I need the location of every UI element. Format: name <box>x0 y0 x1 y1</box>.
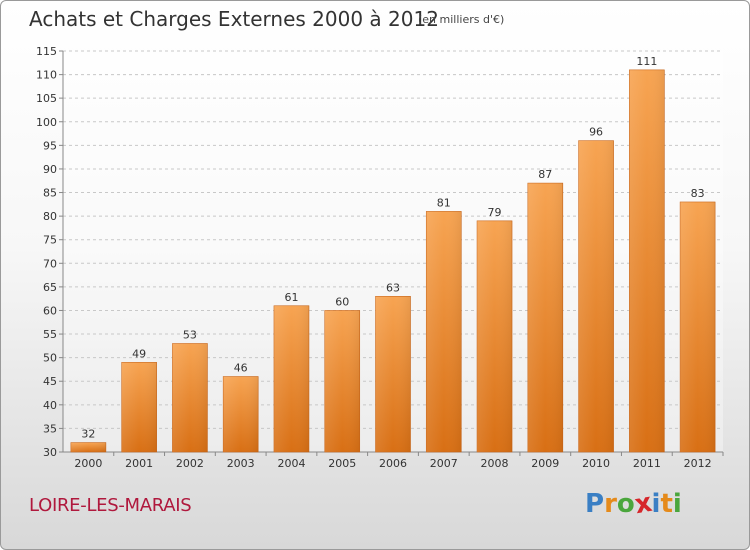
y-tick-label: 40 <box>43 399 57 412</box>
x-tick-label: 2000 <box>74 457 102 470</box>
bar-shine <box>680 201 716 452</box>
logo-letter: P <box>585 489 605 519</box>
x-tick-label: 2004 <box>277 457 305 470</box>
bar-shine <box>527 183 563 452</box>
x-tick-label: 2011 <box>633 457 661 470</box>
bar-value-label: 60 <box>335 295 349 308</box>
y-tick-label: 105 <box>36 92 57 105</box>
bar-shine <box>70 442 106 452</box>
bar-value-label: 81 <box>437 196 451 209</box>
y-tick-label: 95 <box>43 139 57 152</box>
bar-shine <box>578 140 614 452</box>
y-tick-label: 115 <box>36 45 57 58</box>
y-tick-label: 45 <box>43 375 57 388</box>
y-tick-label: 65 <box>43 281 57 294</box>
logo-letter: i <box>672 489 682 519</box>
x-tick-label: 2006 <box>379 457 407 470</box>
x-tick-label: 2001 <box>125 457 153 470</box>
logo-letter: i <box>651 489 661 519</box>
y-tick-label: 75 <box>43 234 57 247</box>
bar-value-label: 49 <box>132 347 146 360</box>
bar-value-label: 46 <box>234 362 248 375</box>
bar-value-label: 83 <box>691 187 705 200</box>
bar-value-label: 63 <box>386 281 400 294</box>
y-tick-label: 85 <box>43 187 57 200</box>
x-tick-label: 2003 <box>227 457 255 470</box>
x-tick-label: 2005 <box>328 457 356 470</box>
y-tick-label: 50 <box>43 352 57 365</box>
bar-value-label: 87 <box>538 168 552 181</box>
logo-letter: t <box>660 489 673 519</box>
bar-value-label: 53 <box>183 328 197 341</box>
bar-value-label: 111 <box>636 55 657 68</box>
y-tick-label: 30 <box>43 446 57 459</box>
bar-shine <box>477 220 513 452</box>
chart-title: Achats et Charges Externes 2000 à 2012 <box>29 7 439 31</box>
y-tick-label: 80 <box>43 210 57 223</box>
bar-shine <box>121 362 157 452</box>
chart-subtitle: (en milliers d'€) <box>418 13 505 26</box>
x-tick-label: 2010 <box>582 457 610 470</box>
proxiti-logo: Proxiti <box>585 488 682 520</box>
y-tick-label: 35 <box>43 422 57 435</box>
bar-shine <box>324 310 360 452</box>
logo-letter: o <box>616 489 635 519</box>
bar-shine <box>223 376 259 452</box>
logo-letter: r <box>604 489 617 519</box>
x-tick-label: 2002 <box>176 457 204 470</box>
bar-value-label: 61 <box>284 291 298 304</box>
bar-shine <box>375 296 411 452</box>
bar-value-label: 32 <box>81 428 95 441</box>
y-tick-label: 70 <box>43 257 57 270</box>
x-tick-label: 2012 <box>684 457 712 470</box>
x-tick-label: 2007 <box>430 457 458 470</box>
x-tick-label: 2009 <box>531 457 559 470</box>
y-tick-label: 90 <box>43 163 57 176</box>
bar-value-label: 96 <box>589 126 603 139</box>
bar-shine <box>273 305 309 452</box>
x-tick-label: 2008 <box>481 457 509 470</box>
commune-name: LOIRE-LES-MARAIS <box>29 495 192 516</box>
y-tick-label: 100 <box>36 116 57 129</box>
y-tick-label: 55 <box>43 328 57 341</box>
bar-shine <box>172 343 208 452</box>
bar-shine <box>426 211 462 452</box>
y-tick-label: 110 <box>36 69 57 82</box>
bar-value-label: 79 <box>488 206 502 219</box>
y-tick-label: 60 <box>43 304 57 317</box>
bar-shine <box>629 69 665 452</box>
